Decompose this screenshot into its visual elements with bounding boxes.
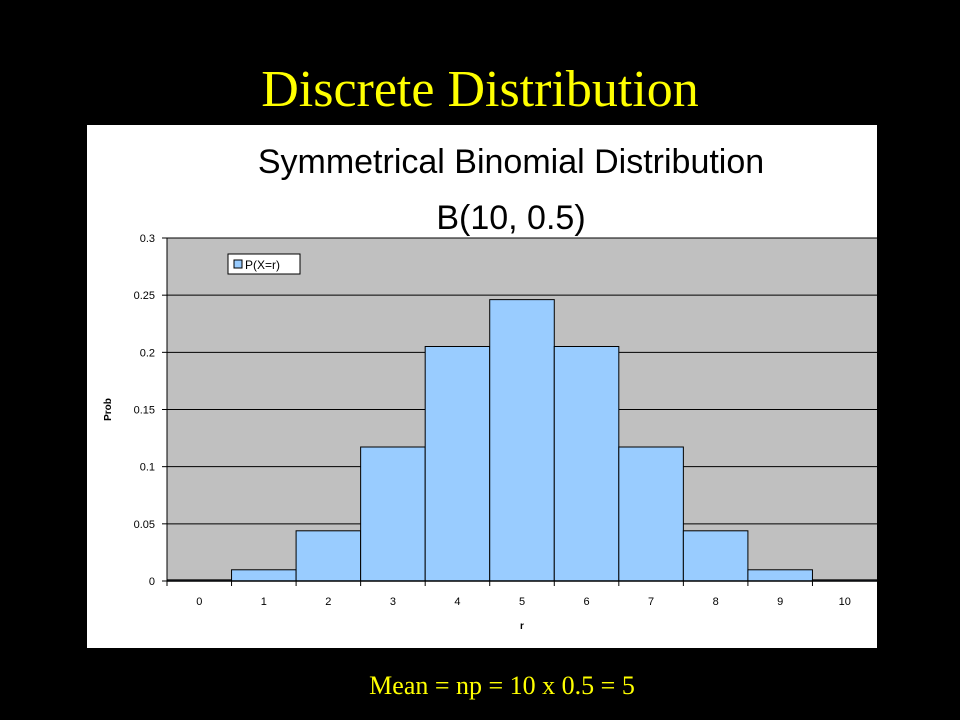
y-tick-label: 0.3 bbox=[140, 233, 155, 245]
x-tick-label: 1 bbox=[261, 596, 267, 608]
bars bbox=[166, 299, 877, 582]
bar-r-7 bbox=[618, 446, 684, 582]
x-axis-ticks: 0 1 2 3 4 5 6 7 8 9 10 bbox=[166, 238, 877, 608]
bar-r-4 bbox=[424, 346, 491, 582]
legend-label: P(X=r) bbox=[245, 258, 280, 272]
y-tick-label: 0.15 bbox=[134, 405, 155, 417]
bar-r-9 bbox=[747, 569, 813, 582]
chart-title-line-1: Symmetrical Binomial Distribution bbox=[258, 143, 764, 181]
y-tick-label: 0.2 bbox=[140, 347, 155, 359]
chart-frame: Symmetrical Binomial Distribution B(10, … bbox=[87, 125, 877, 648]
bar-r-5 bbox=[489, 299, 555, 582]
x-tick-label: 9 bbox=[777, 596, 783, 608]
slide-title: Discrete Distribution bbox=[261, 61, 699, 118]
x-tick-label: 5 bbox=[519, 596, 525, 608]
y-tick-label: 0.25 bbox=[134, 290, 155, 302]
mean-formula: Mean = np = 10 x 0.5 = 5 bbox=[369, 671, 635, 700]
x-tick-label: 2 bbox=[325, 596, 331, 608]
y-axis-ticks: 0 0.05 0.1 0.15 0.2 0.25 0.3 bbox=[134, 233, 167, 588]
bar-r-2 bbox=[295, 530, 362, 582]
y-tick-label: 0 bbox=[149, 576, 155, 588]
y-axis-title: Prob bbox=[103, 398, 114, 421]
x-tick-label: 10 bbox=[839, 596, 851, 608]
chart-legend: P(X=r) bbox=[227, 253, 301, 275]
y-tick-label: 0.05 bbox=[134, 519, 155, 531]
x-tick-label: 8 bbox=[713, 596, 719, 608]
x-tick-label: 3 bbox=[390, 596, 396, 608]
y-tick-label: 0.1 bbox=[140, 462, 155, 474]
chart-title-line-2: B(10, 0.5) bbox=[436, 199, 585, 237]
bar-r-3 bbox=[360, 446, 426, 582]
binomial-bar-chart: Symmetrical Binomial Distribution B(10, … bbox=[103, 143, 877, 632]
x-axis-title: r bbox=[520, 621, 524, 632]
bar-r-6 bbox=[553, 346, 620, 582]
x-tick-label: 4 bbox=[454, 596, 460, 608]
x-tick-label: 0 bbox=[196, 596, 202, 608]
bar-r-8 bbox=[682, 530, 749, 582]
legend-swatch bbox=[233, 259, 243, 269]
bar-r-1 bbox=[231, 569, 297, 582]
x-tick-label: 6 bbox=[583, 596, 589, 608]
legend-box bbox=[227, 253, 301, 275]
x-tick-label: 7 bbox=[648, 596, 654, 608]
